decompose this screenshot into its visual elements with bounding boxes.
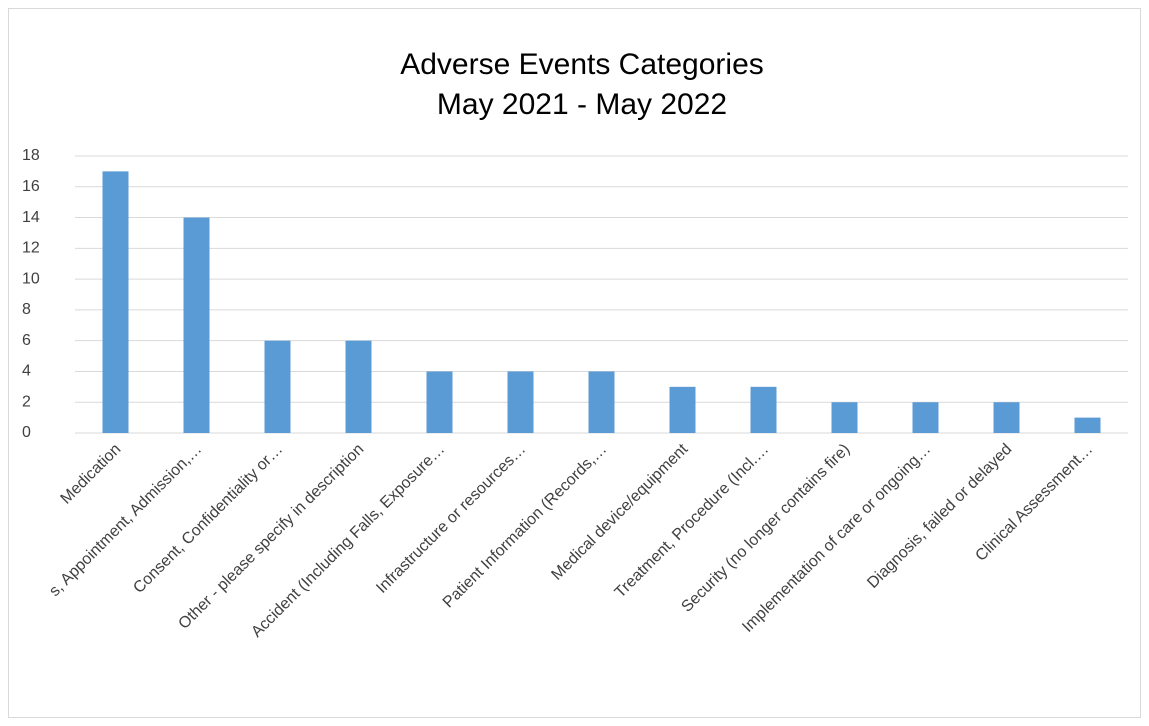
y-tick-label: 14 [22, 209, 40, 226]
chart-title: Adverse Events Categories [400, 48, 764, 81]
bar [426, 371, 453, 433]
y-tick-label: 12 [22, 240, 40, 257]
y-tick-label: 18 [22, 147, 40, 164]
bar [102, 171, 129, 433]
y-tick-label: 0 [22, 424, 31, 441]
y-tick-label: 10 [22, 270, 40, 287]
y-tick-label: 16 [22, 178, 40, 195]
bar [993, 402, 1020, 433]
y-tick-label: 4 [22, 363, 31, 380]
bar [588, 371, 615, 433]
y-tick-label: 2 [22, 393, 31, 410]
bar [1074, 417, 1101, 433]
bar [183, 217, 210, 433]
bar [507, 371, 534, 433]
bar [345, 340, 372, 433]
bar [264, 340, 291, 433]
y-tick-label: 6 [22, 332, 31, 349]
bar [669, 386, 696, 433]
bar [912, 402, 939, 433]
bar [831, 402, 858, 433]
bar [750, 386, 777, 433]
chart-subtitle: May 2021 - May 2022 [437, 88, 727, 121]
y-tick-label: 8 [22, 301, 31, 318]
